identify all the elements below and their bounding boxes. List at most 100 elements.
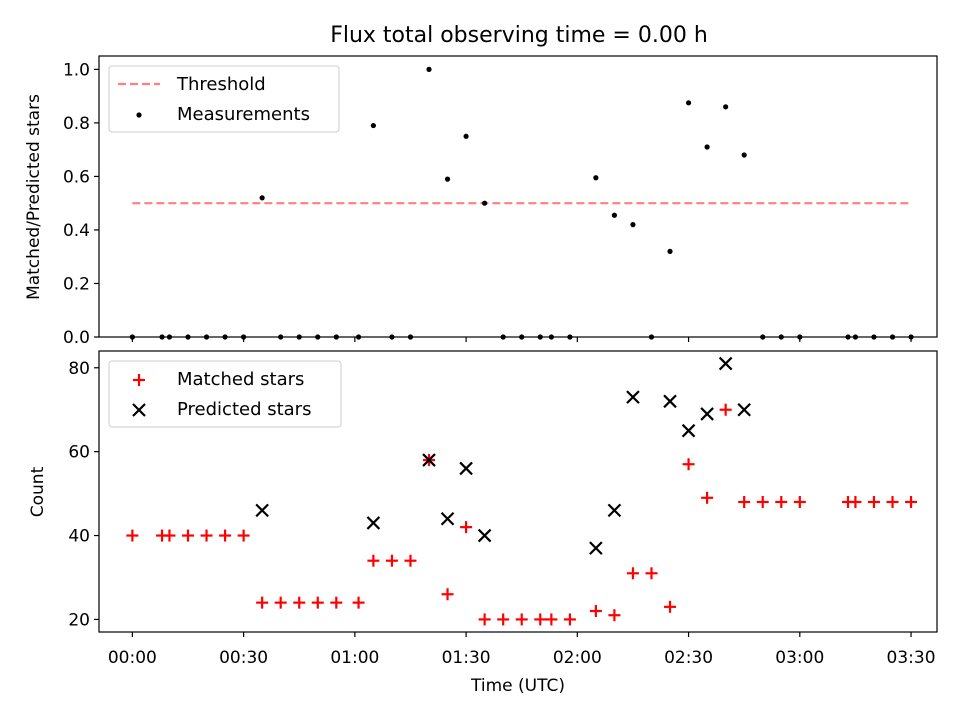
measurement-point xyxy=(315,334,321,340)
measurement-point xyxy=(463,133,469,139)
measurement-point xyxy=(648,334,655,340)
y-tick-label: 1.0 xyxy=(63,60,90,80)
x-tick-label: 01:30 xyxy=(442,648,491,668)
measurement-point xyxy=(426,66,432,72)
matched-star-point xyxy=(515,613,528,626)
measurement-point xyxy=(611,212,618,218)
matched-star-point xyxy=(886,495,899,508)
matched-star-point xyxy=(534,613,547,626)
predicted-point-b xyxy=(477,528,492,543)
matched-star-point xyxy=(237,529,250,542)
legend-measurements-label: Measurements xyxy=(177,104,310,125)
measurement-point xyxy=(444,176,451,182)
matched-star-point xyxy=(626,567,639,580)
matched-star-point xyxy=(645,567,658,580)
legend-threshold-label: Threshold xyxy=(176,74,266,95)
measurement-point xyxy=(129,334,135,340)
measurement-point xyxy=(908,334,914,340)
top-chart-title: Flux total observing time = 0.00 h xyxy=(330,23,708,48)
predicted-star-point xyxy=(663,394,677,409)
matched-star-point xyxy=(545,613,558,626)
matched-star-point xyxy=(775,495,788,508)
measurement-point xyxy=(482,200,488,206)
bottom-y-axis-label: Count xyxy=(28,466,48,517)
bottom-marks xyxy=(126,356,918,626)
matched-star-point xyxy=(563,613,576,626)
x-tick-label: 03:00 xyxy=(775,648,824,668)
predicted-point-b xyxy=(459,461,473,476)
measurement-point xyxy=(548,334,554,340)
y-tick-label: 0.2 xyxy=(63,274,90,294)
legend-predicted-label: Predicted stars xyxy=(177,399,311,420)
predicted-star-point xyxy=(422,453,436,467)
matched-star-point xyxy=(478,613,491,626)
matched-star-point xyxy=(682,458,695,471)
y-tick-label: 0.4 xyxy=(63,221,90,241)
y-tick-label: 40 xyxy=(68,527,90,547)
predicted-point-b xyxy=(718,356,733,371)
matched-star-point xyxy=(664,600,677,613)
measurement-point xyxy=(278,334,284,340)
measurement-point xyxy=(567,334,573,340)
top-plot-area xyxy=(98,55,938,338)
bottom-plot-area xyxy=(98,350,938,633)
matched-star-point xyxy=(367,554,380,567)
measurement-point xyxy=(871,334,877,340)
predicted-point-b xyxy=(422,453,436,467)
measurement-point xyxy=(370,122,376,129)
x-tick-label: 02:30 xyxy=(664,648,713,668)
matched-star-point xyxy=(330,596,343,609)
matched-star-point xyxy=(756,495,769,508)
matched-star-point xyxy=(719,403,732,416)
top-panel: Flux total observing time = 0.00 h Match… xyxy=(24,23,938,348)
matched-star-point xyxy=(219,529,232,542)
y-tick-label: 0.0 xyxy=(63,328,90,348)
measurement-point xyxy=(519,334,525,340)
matched-star-point xyxy=(701,491,714,504)
measurement-point xyxy=(704,144,710,150)
measurement-point xyxy=(407,334,414,340)
measurement-point xyxy=(159,334,165,340)
x-tick-label: 01:00 xyxy=(330,648,379,668)
predicted-star-point xyxy=(626,390,640,404)
measurement-point xyxy=(845,334,851,340)
measurement-point xyxy=(852,334,859,340)
bottom-legend-box xyxy=(108,360,342,428)
predicted-star-point xyxy=(681,423,696,438)
predicted-star-point xyxy=(737,402,751,417)
measurement-point xyxy=(203,334,210,340)
predicted-star-point xyxy=(607,503,622,518)
top-y-axis-label: Matched/Predicted stars xyxy=(24,94,44,300)
x-tick-label: 03:30 xyxy=(887,648,936,668)
matched-star-point xyxy=(200,529,213,542)
predicted-star-point xyxy=(459,461,473,476)
predicted-star-point xyxy=(366,516,381,530)
matched-star-point xyxy=(293,596,306,609)
legend-matched-label: Matched stars xyxy=(177,369,304,390)
predicted-star-point xyxy=(477,528,492,543)
measurement-point xyxy=(166,334,173,340)
matched-star-point xyxy=(497,613,510,626)
bottom-y-ticks: 20 40 60 80 xyxy=(68,359,99,630)
x-tick-label: 00:30 xyxy=(219,648,268,668)
measurement-point xyxy=(296,334,302,340)
measurement-point xyxy=(723,104,729,110)
measurement-point xyxy=(389,334,395,340)
measurement-point xyxy=(630,222,636,228)
bottom-x-axis-label: Time (UTC) xyxy=(470,676,565,696)
matched-star-point xyxy=(589,605,602,618)
matched-star-point xyxy=(126,529,139,542)
predicted-point-b xyxy=(626,390,640,404)
measurement-point xyxy=(593,175,599,181)
matched-star-point xyxy=(905,495,918,508)
measurement-point xyxy=(889,334,896,340)
y-tick-label: 0.6 xyxy=(63,167,90,187)
measurement-point xyxy=(500,334,506,340)
matched-star-point xyxy=(181,529,194,542)
predicted-point-b xyxy=(607,503,622,518)
legend-measurements-swatch xyxy=(136,112,142,118)
measurement-point xyxy=(741,152,747,158)
predicted-star-point xyxy=(440,511,455,526)
matched-star-point xyxy=(793,495,806,508)
